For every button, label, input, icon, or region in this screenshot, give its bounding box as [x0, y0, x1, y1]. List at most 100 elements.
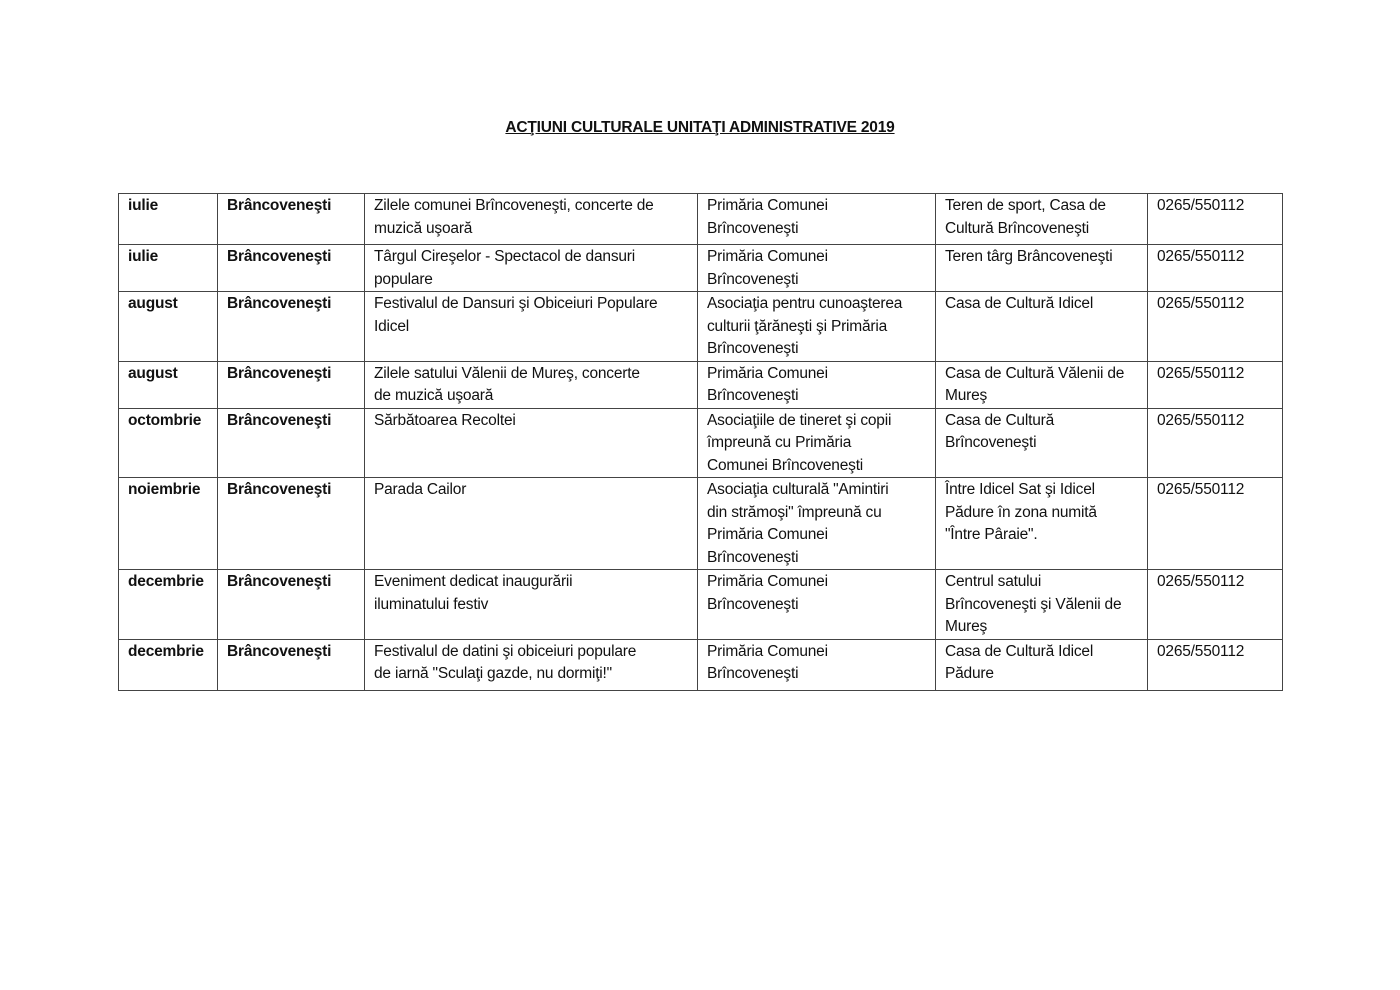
organizer-cell-line: Brîncoveneşti [707, 219, 799, 237]
month-cell: noiembrie [118, 477, 218, 570]
locality-cell: Brâncoveneşti [217, 407, 365, 478]
phone-cell: 0265/550112 [1147, 193, 1283, 245]
locality-cell: Brâncoveneşti [217, 244, 365, 292]
venue-cell-line: Casa de Cultură Vălenii de [945, 364, 1125, 382]
table-row: iulie Brâncoveneşti Zilele comunei Brîncov… [118, 193, 1283, 245]
phone-cell: 0265/550112 [1147, 638, 1283, 691]
venue-cell-line: Casa de Cultură Idicel [945, 295, 1094, 312]
phone-cell: 0265/550112 [1147, 360, 1283, 409]
venue-cell: Între Idicel Sat şi Idicel Pădure în zona… [935, 477, 1148, 570]
venue-cell-line: Teren de sport, Casa de [945, 197, 1106, 214]
event-cell-line: Zilele satului Vălenii de Mureş, concert… [374, 364, 640, 382]
organizer-cell-line: împreună cu Primăria [707, 434, 852, 451]
venue-cell: Casa de Cultură Idicel Pădure [935, 638, 1148, 691]
venue-cell-line: Cultură Brîncoveneşti [945, 219, 1089, 237]
event-cell: Zilele comunei Brîncoveneşti, concerte d… [364, 193, 698, 245]
venue-cell: Teren târg Brâncoveneşti [935, 244, 1148, 292]
table-row: august Brâncoveneşti Festivalul de Dansuri… [118, 291, 1283, 362]
venue-cell-line: "Între Pâraie". [945, 526, 1038, 543]
locality-cell: Brâncoveneşti [217, 477, 365, 570]
phone-cell: 0265/550112 [1147, 244, 1283, 292]
venue-cell-line: Între Idicel Sat şi Idicel [945, 481, 1095, 498]
organizer-cell-line: Primăria Comunei [707, 364, 828, 382]
organizer-cell: Primăria Comunei Brîncoveneşti [697, 193, 936, 245]
venue-cell-line: Brîncoveneşti şi Vălenii de [945, 595, 1122, 613]
organizer-cell-line: Brîncoveneşti [707, 387, 799, 404]
organizer-cell-line: din strămoşi" împreună cu [707, 503, 882, 521]
venue-cell-line: Pădure în zona numită [945, 503, 1097, 521]
phone-cell: 0265/550112 [1147, 291, 1283, 362]
event-cell: Sărbătoarea Recoltei [364, 407, 698, 478]
organizer-cell-line: Brîncoveneşti [707, 270, 799, 288]
event-cell: Eveniment dedicat inaugurării iluminatulu… [364, 569, 698, 640]
organizer-cell-line: Comunei Brîncoveneşti [707, 456, 864, 474]
table-row: iulie Brâncoveneşti Târgul Cireşelor - Spe… [118, 244, 1283, 292]
event-cell-line: Idicel [374, 317, 409, 335]
venue-cell: Teren de sport, Casa de Cultură Brîncoven… [935, 193, 1148, 245]
organizer-cell-line: culturii ţărăneşti şi Primăria [707, 317, 888, 335]
event-cell: Zilele satului Vălenii de Mureş, concert… [364, 360, 698, 409]
locality-cell: Brâncoveneşti [217, 193, 365, 245]
table-row: august Brâncoveneşti Zilele satului Văleni… [118, 360, 1283, 409]
event-cell-line: Târgul Cireşelor - Spectacol de dansuri [374, 248, 635, 265]
event-cell-line: de iarnă "Sculaţi gazde, nu dormiţi!" [374, 665, 612, 682]
organizer-cell-line: Brîncoveneşti [707, 595, 799, 613]
event-cell: Parada Cailor [364, 477, 698, 570]
organizer-cell: Primăria Comunei Brîncoveneşti [697, 244, 936, 292]
organizer-cell: Primăria Comunei Brîncoveneşti [697, 638, 936, 691]
event-cell: Târgul Cireşelor - Spectacol de dansuri p… [364, 244, 698, 292]
month-cell: august [118, 291, 218, 362]
event-cell-line: populare [374, 270, 433, 288]
organizer-cell: Asociaţia culturală "Amintiri din strămoş… [697, 477, 936, 570]
event-cell-line: Festivalul de datini şi obiceiuri popula… [374, 642, 637, 660]
month-cell: iulie [118, 193, 218, 245]
organizer-cell: Primăria Comunei Brîncoveneşti [697, 569, 936, 640]
organizer-cell-line: Brîncoveneşti [707, 340, 799, 357]
table-row: octombrie Brâncoveneşti Sărbătoarea Recolt… [118, 407, 1283, 478]
venue-cell-line: Casa de Cultură Idicel [945, 642, 1094, 660]
phone-cell: 0265/550112 [1147, 569, 1283, 640]
organizer-cell-line: Primăria Comunei [707, 573, 828, 590]
phone-cell: 0265/550112 [1147, 477, 1283, 570]
event-cell-line: Eveniment dedicat inaugurării [374, 573, 573, 590]
event-cell-line: Sărbătoarea Recoltei [374, 411, 516, 429]
locality-cell: Brâncoveneşti [217, 569, 365, 640]
venue-cell-line: Pădure [945, 665, 994, 682]
organizer-cell-line: Primăria Comunei [707, 248, 828, 265]
event-cell-line: de muzică uşoară [374, 387, 494, 404]
organizer-cell: Asociaţiile de tineret şi copii împreună … [697, 407, 936, 478]
venue-cell-line: Brîncoveneşti [945, 434, 1037, 451]
document-title: ACŢIUNI CULTURALE UNITAŢI ADMINISTRATIVE… [505, 119, 895, 136]
event-cell: Festivalul de datini şi obiceiuri popula… [364, 638, 698, 691]
event-cell-line: Zilele comunei Brîncoveneşti, concerte d… [374, 197, 654, 214]
organizer-cell-line: Primăria Comunei [707, 197, 828, 214]
event-cell-line: iluminatului festiv [374, 595, 489, 613]
month-cell: octombrie [118, 407, 218, 478]
organizer-cell: Asociaţia pentru cunoaşterea culturii ţăr… [697, 291, 936, 362]
venue-cell: Casa de Cultură Brîncoveneşti [935, 407, 1148, 478]
organizer-cell-line: Primăria Comunei [707, 526, 828, 543]
event-cell-line: muzică uşoară [374, 219, 473, 237]
table-row: noiembrie Brâncoveneşti Parada Cailor Asoci… [118, 477, 1283, 570]
month-cell: decembrie [118, 638, 218, 691]
phone-cell: 0265/550112 [1147, 407, 1283, 478]
organizer-cell-line: Asociaţia culturală "Amintiri [707, 481, 889, 498]
month-cell: decembrie [118, 569, 218, 640]
month-cell: august [118, 360, 218, 409]
locality-cell: Brâncoveneşti [217, 291, 365, 362]
event-cell: Festivalul de Dansuri şi Obiceiuri Popul… [364, 291, 698, 362]
venue-cell-line: Teren târg Brâncoveneşti [945, 248, 1113, 265]
venue-cell-line: Casa de Cultură [945, 411, 1055, 429]
organizer-cell: Primăria Comunei Brîncoveneşti [697, 360, 936, 409]
locality-cell: Brâncoveneşti [217, 360, 365, 409]
month-cell: iulie [118, 244, 218, 292]
organizer-cell-line: Asociaţiile de tineret şi copii [707, 411, 892, 429]
venue-cell-line: Centrul satului [945, 573, 1042, 590]
venue-cell: Casa de Cultură Vălenii de Mureş [935, 360, 1148, 409]
organizer-cell-line: Primăria Comunei [707, 642, 828, 660]
organizer-cell-line: Brîncoveneşti [707, 548, 799, 566]
organizer-cell-line: Brîncoveneşti [707, 665, 799, 682]
venue-cell: Casa de Cultură Idicel [935, 291, 1148, 362]
venue-cell-line: Mureş [945, 618, 988, 635]
locality-cell: Brâncoveneşti [217, 638, 365, 691]
